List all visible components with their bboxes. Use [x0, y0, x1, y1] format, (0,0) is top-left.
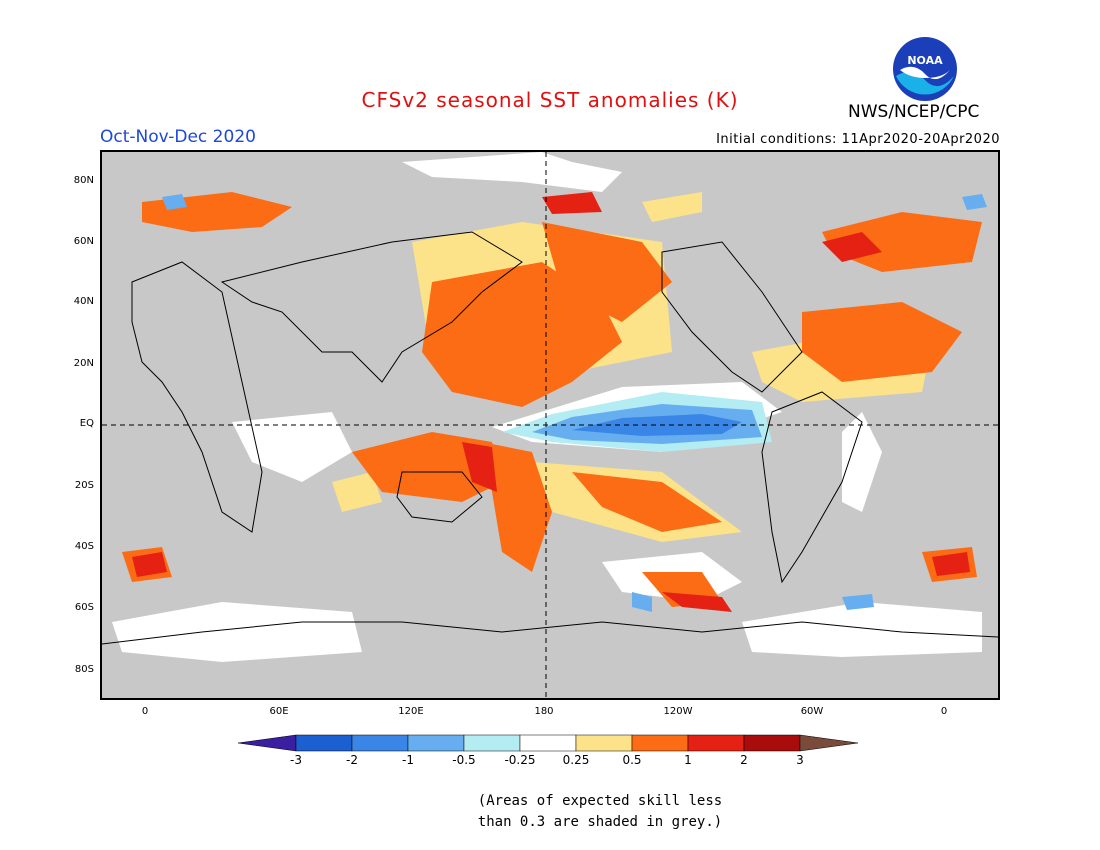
strong-warm-anomaly-areas [132, 192, 970, 612]
lat-label-80s: 80S [74, 664, 94, 675]
colorbar-box-4 [463, 734, 521, 752]
lon-label-60e: 60E [269, 706, 289, 717]
lon-label-120w: 120W [663, 706, 693, 717]
lat-label-60n: 60N [73, 236, 94, 247]
colorbar-box-9 [743, 734, 801, 752]
colorbar-box-8 [687, 734, 745, 752]
colorbar-box-3 [407, 734, 465, 752]
map-canvas [102, 152, 998, 698]
lat-label-20n: 20N [73, 358, 94, 369]
skill-note-line-2: than 0.3 are shaded in grey.) [477, 814, 723, 830]
lat-label-60s: 60S [74, 602, 94, 613]
lat-label-40n: 40N [73, 296, 94, 307]
skill-note: (Areas of expected skill less than 0.3 a… [470, 791, 730, 833]
small-cold-anomaly-areas [162, 194, 987, 612]
sst-anomaly-map [100, 150, 1000, 700]
colorbar-tick-label: 2 [740, 753, 748, 767]
colorbar-box-5 [519, 734, 577, 752]
colorbar [238, 734, 859, 752]
lat-label-80n: 80N [73, 175, 94, 186]
colorbar-tick-label: -2 [346, 753, 358, 767]
colorbar-tick-label: 0.25 [562, 753, 590, 767]
colorbar-box-1 [295, 734, 353, 752]
map-title: CFSv2 seasonal SST anomalies (K) [361, 88, 739, 112]
cold-tongue [502, 392, 772, 452]
colorbar-tick-label: 1 [684, 753, 692, 767]
lon-label-120e: 120E [398, 706, 424, 717]
colorbar-tick-label: -1 [402, 753, 414, 767]
initial-conditions: Initial conditions: 11Apr2020-20Apr2020 [716, 132, 1000, 147]
noaa-logo-text: NOAA [907, 54, 943, 67]
colorbar-max-arrow [799, 734, 859, 752]
colorbar-box-7 [631, 734, 689, 752]
colorbar-tick-label: 3 [796, 753, 804, 767]
colorbar-tick-label: -0.5 [452, 753, 476, 767]
lon-label-60w: 60W [800, 706, 824, 717]
colorbar-tick-label: -0.25 [504, 753, 536, 767]
skill-note-line-1: (Areas of expected skill less [477, 793, 723, 809]
colorbar-tick-label: 0.5 [622, 753, 642, 767]
lat-label-eq: EQ [79, 418, 94, 429]
moderate-warm-anomaly-areas [122, 192, 982, 607]
season-label: Oct-Nov-Dec 2020 [100, 127, 256, 147]
lon-label-0-left: 0 [141, 706, 149, 717]
colorbar-tick-label: -3 [290, 753, 302, 767]
coastlines [102, 231, 998, 645]
lat-label-40s: 40S [74, 541, 94, 552]
colorbar-min-arrow [238, 734, 297, 752]
noaa-logo: NOAA [893, 37, 957, 101]
agency-label: NWS/NCEP/CPC [848, 102, 980, 122]
lon-label-180: 180 [534, 706, 554, 717]
colorbar-box-2 [351, 734, 409, 752]
colorbar-box-6 [575, 734, 633, 752]
lon-label-0-right: 0 [940, 706, 948, 717]
lat-label-20s: 20S [74, 480, 94, 491]
